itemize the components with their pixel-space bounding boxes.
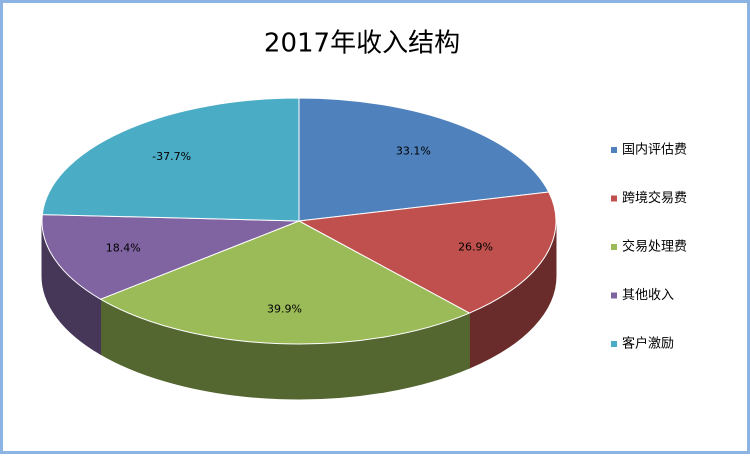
legend-label: 客户激励 [622,336,674,352]
legend-label: 其他收入 [622,288,674,303]
data-label: 39.9% [267,302,302,315]
pie-slice [41,214,300,300]
pie-slice [297,191,557,314]
legend-swatch [611,195,617,202]
legend-label: 跨境交易费 [622,190,687,206]
legend-label: 国内评估费 [622,142,687,158]
data-label: 26.9% [458,241,493,254]
data-labels: 33.1% 26.9% 39.9% 18.4% -37.7% [106,144,493,315]
legend-swatch [611,244,617,250]
chart-title: 2017年收入结构 [264,29,460,59]
data-label: 33.1% [396,144,431,157]
data-label: 18.4% [106,242,141,255]
legend-swatch [611,292,617,299]
legend-swatch [611,341,617,347]
legend-label: 交易处理费 [622,239,687,255]
pie-tops [41,97,557,345]
pie-slice [41,97,300,222]
legend-swatch [611,147,617,153]
data-label: -37.7% [152,150,191,163]
pie-slice [298,97,550,222]
pie-slice [99,220,471,345]
